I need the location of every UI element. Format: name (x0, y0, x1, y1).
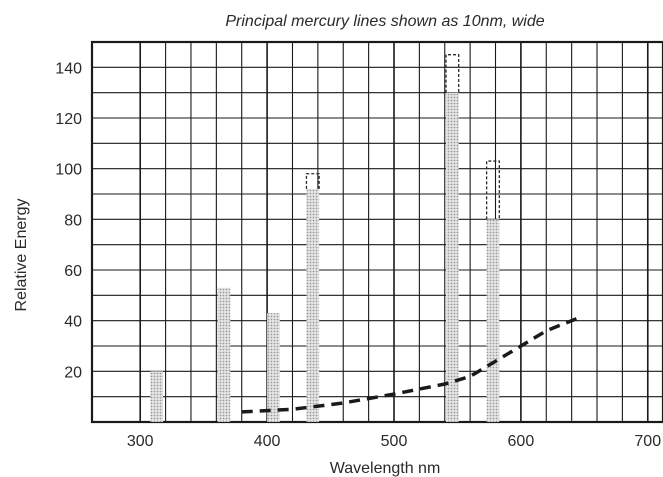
plot-frame (90, 40, 663, 424)
x-axis-label: Wavelength nm (330, 460, 441, 477)
bar-dashed-extension (485, 160, 500, 220)
bar (306, 188, 320, 422)
x-tick-label: 400 (254, 433, 281, 450)
bar (217, 287, 231, 422)
y-tick-label: 140 (55, 60, 82, 77)
x-tick-label: 600 (508, 433, 535, 450)
bar (267, 313, 280, 422)
chart-title: Principal mercury lines shown as 10nm, w… (225, 13, 544, 30)
y-tick-label: 40 (64, 314, 82, 331)
y-tick-label: 120 (55, 111, 82, 128)
y-tick-label: 100 (55, 162, 82, 179)
y-tick-label: 60 (64, 263, 82, 280)
tick-labels: 300 400 500 600 700 20 40 60 80 100 120 140 (55, 60, 661, 450)
x-tick-label: 300 (127, 433, 154, 450)
x-tick-label: 700 (634, 433, 661, 450)
series-line (241, 316, 579, 414)
bar-dashed-extension (305, 173, 320, 189)
x-tick-label: 500 (381, 433, 408, 450)
bars (150, 54, 500, 423)
bar (486, 219, 500, 422)
energy-curve (241, 316, 579, 414)
bar-dashed-extension (445, 54, 460, 93)
bar (150, 371, 164, 422)
grid (90, 40, 663, 424)
y-tick-label: 20 (64, 364, 82, 381)
y-axis-label: Relative Energy (13, 199, 30, 312)
y-tick-label: 80 (64, 212, 82, 229)
bar (446, 92, 459, 423)
